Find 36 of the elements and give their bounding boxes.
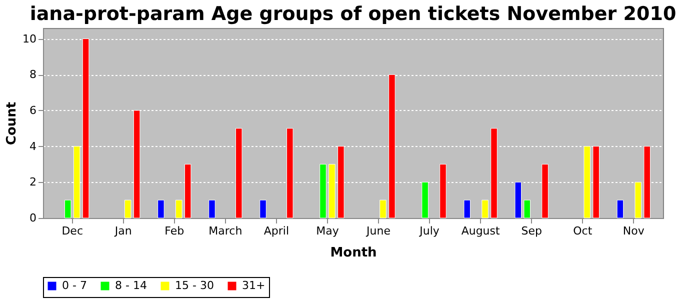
y-tick-label: 8 — [30, 68, 36, 82]
x-tick-label: Sep — [521, 224, 542, 238]
x-axis-title: Month — [330, 246, 377, 260]
bar — [380, 200, 386, 218]
x-tick-label: April — [264, 224, 290, 238]
x-tick-label: July — [418, 224, 440, 238]
bar — [260, 200, 266, 218]
y-tick-label: 4 — [30, 140, 36, 153]
bar — [482, 200, 488, 218]
bar — [158, 200, 164, 218]
legend-label: 31+ — [242, 279, 266, 292]
bar — [64, 200, 72, 218]
chart-title: iana-prot-param Age groups of open tickets November 2010 — [30, 3, 676, 25]
legend-label: 0 - 7 — [62, 279, 87, 292]
x-tick-label: March — [208, 224, 242, 238]
y-tick-label: 6 — [30, 104, 36, 117]
bar — [464, 200, 471, 218]
x-tick-label: Dec — [62, 224, 83, 238]
bar — [524, 200, 531, 218]
x-tick-label: May — [316, 224, 340, 238]
legend-label: 15 - 30 — [175, 279, 214, 292]
bar — [175, 200, 182, 218]
legend-label: 8 - 14 — [115, 279, 147, 292]
x-tick-label: Feb — [164, 224, 184, 238]
x-tick-label: Nov — [622, 224, 645, 238]
x-tick-label: June — [366, 224, 391, 238]
y-tick-label: 0 — [30, 212, 36, 224]
x-tick-label: Oct — [573, 224, 593, 238]
y-tick-label: 10 — [22, 32, 36, 46]
y-tick-label: 2 — [30, 176, 36, 189]
bar — [124, 200, 132, 218]
bar — [616, 200, 624, 218]
bar — [208, 200, 216, 218]
x-tick-label: August — [461, 224, 501, 238]
x-tick-label: Jan — [114, 224, 132, 238]
y-axis-title: Count — [4, 102, 20, 146]
